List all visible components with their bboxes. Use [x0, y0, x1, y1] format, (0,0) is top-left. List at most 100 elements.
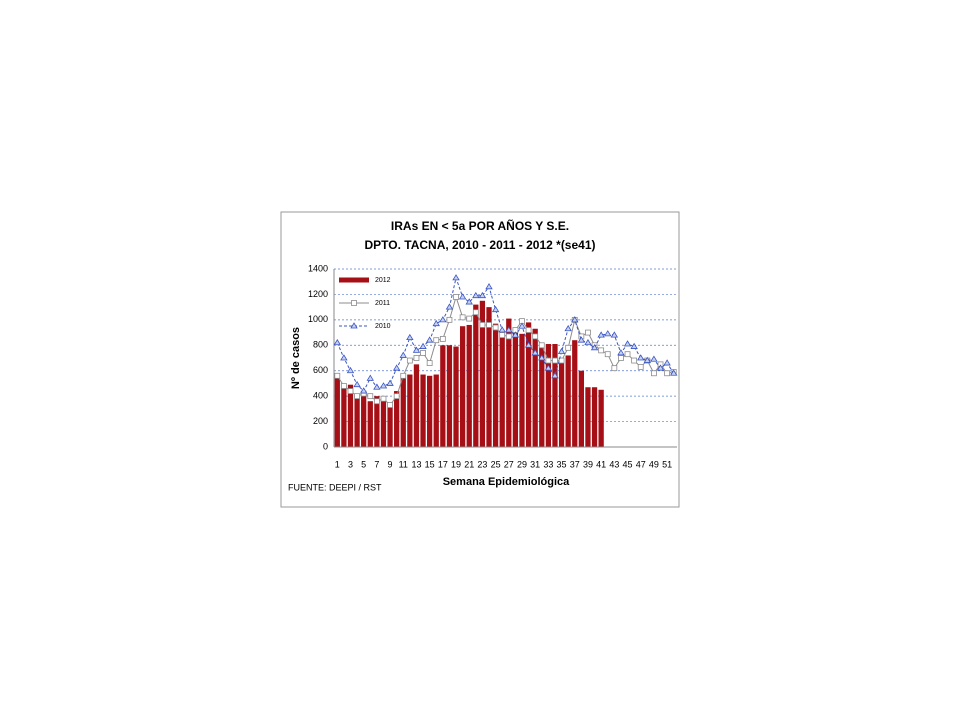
marker — [491, 305, 500, 313]
bar — [473, 304, 479, 447]
bar — [486, 307, 492, 447]
bar — [446, 345, 453, 447]
marker — [631, 357, 638, 364]
marker — [399, 351, 407, 358]
marker — [552, 357, 558, 364]
x-tick-label: 5 — [361, 459, 366, 469]
marker — [359, 387, 368, 394]
marker — [505, 333, 512, 340]
bar — [387, 402, 393, 447]
marker — [432, 319, 440, 327]
y-axis-label: Nº de casos — [290, 327, 302, 389]
marker — [453, 294, 459, 300]
line — [336, 295, 674, 406]
x-tick-label: 9 — [388, 459, 393, 469]
marker — [643, 356, 652, 363]
marker — [651, 370, 657, 377]
chart-title: IRAs EN < 5a POR AÑOS Y S.E. — [391, 218, 569, 233]
marker — [479, 322, 486, 328]
marker — [511, 331, 520, 338]
y-tick-label: 400 — [313, 391, 328, 401]
marker — [386, 379, 394, 386]
marker — [663, 359, 671, 366]
marker — [585, 329, 591, 336]
marker — [367, 393, 374, 400]
y-tick-label: 1400 — [308, 263, 328, 273]
marker — [465, 298, 473, 305]
marker — [340, 383, 347, 389]
bar — [598, 389, 604, 447]
bar — [545, 344, 552, 447]
bar — [420, 374, 426, 447]
marker — [531, 349, 539, 356]
bar — [354, 394, 360, 447]
x-tick-label: 17 — [438, 459, 448, 469]
marker — [492, 324, 499, 331]
marker — [472, 291, 480, 299]
marker — [353, 380, 361, 388]
marker — [557, 347, 566, 355]
marker — [350, 322, 358, 329]
marker — [630, 342, 638, 349]
marker — [333, 338, 342, 346]
marker — [478, 291, 487, 299]
bar — [578, 370, 584, 447]
marker — [611, 365, 618, 372]
bar — [453, 346, 459, 447]
bar — [499, 336, 505, 447]
marker — [598, 347, 605, 354]
bar — [512, 331, 519, 447]
marker — [498, 326, 506, 333]
marker — [610, 331, 619, 338]
x-tick-label: 15 — [425, 459, 435, 469]
x-tick-label: 23 — [477, 459, 487, 469]
marker — [624, 351, 631, 358]
marker — [439, 316, 447, 323]
marker — [565, 344, 572, 351]
marker — [637, 354, 645, 361]
line — [336, 276, 675, 392]
marker — [486, 322, 492, 328]
bar — [413, 364, 420, 447]
bar — [440, 345, 446, 447]
marker — [584, 338, 592, 346]
marker — [524, 341, 533, 348]
marker — [499, 332, 506, 339]
marker — [340, 354, 348, 361]
bar — [525, 322, 532, 447]
marker — [472, 309, 479, 316]
bar — [539, 342, 545, 447]
bar — [585, 387, 591, 447]
marker — [406, 357, 413, 364]
marker — [439, 336, 446, 342]
marker — [445, 303, 454, 310]
marker — [656, 364, 665, 371]
bar — [459, 326, 466, 447]
bar — [407, 374, 413, 447]
marker — [366, 374, 374, 381]
bar — [400, 378, 406, 447]
x-tick-label: 7 — [374, 459, 379, 469]
bar — [506, 318, 512, 447]
marker — [426, 360, 433, 366]
marker — [485, 283, 493, 290]
marker — [571, 316, 579, 323]
x-tick-label: 1 — [335, 459, 340, 469]
y-tick-label: 1200 — [308, 289, 328, 299]
marker — [466, 315, 473, 322]
y-tick-label: 0 — [323, 441, 328, 451]
marker — [346, 366, 355, 374]
marker — [425, 336, 434, 343]
bar — [380, 399, 387, 447]
bar — [532, 328, 538, 447]
bar — [565, 355, 571, 447]
source-note: FUENTE: DEEPI / RST — [288, 482, 382, 492]
bar — [572, 340, 578, 447]
marker — [564, 324, 572, 332]
bar — [492, 323, 499, 447]
x-tick-label: 29 — [517, 459, 527, 469]
x-tick-label: 19 — [451, 459, 461, 469]
x-axis-label: Semana Epidemiológica — [443, 476, 570, 488]
marker — [637, 363, 644, 370]
